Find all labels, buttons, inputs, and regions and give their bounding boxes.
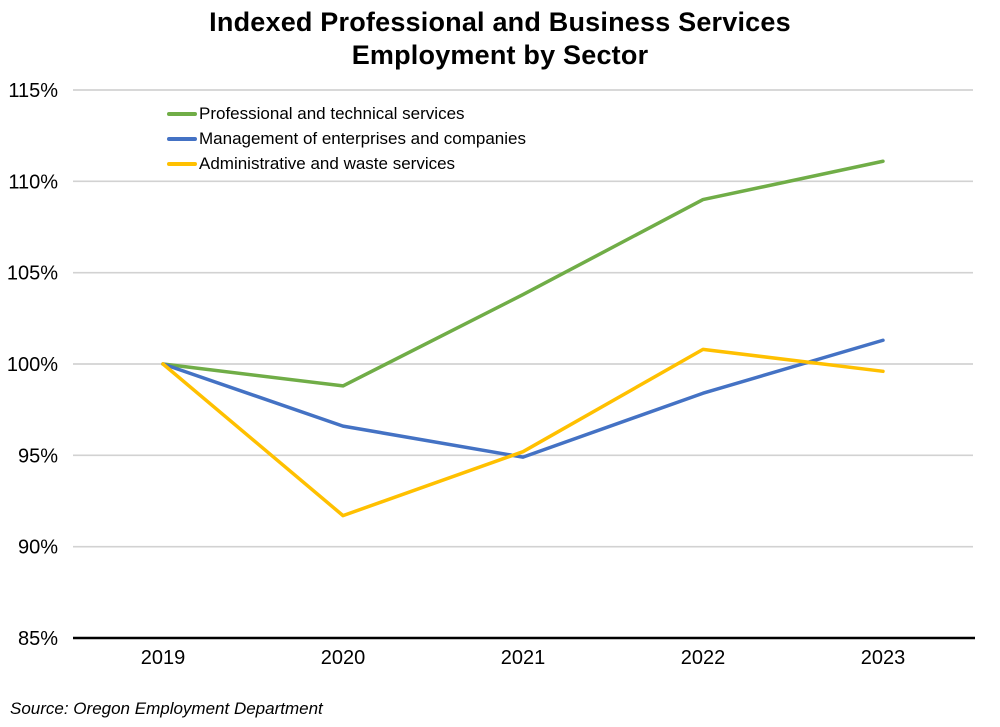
x-axis-label-2021: 2021 xyxy=(501,647,546,669)
chart-title-line1: Indexed Professional and Business Servic… xyxy=(209,7,791,37)
legend-item: Administrative and waste services xyxy=(167,151,526,176)
chart-title-line2: Employment by Sector xyxy=(351,40,649,70)
series-line-administrative-and-waste-services xyxy=(161,347,885,518)
legend-label: Administrative and waste services xyxy=(199,153,456,173)
legend-label: Management of enterprises and companies xyxy=(199,128,526,148)
legend-item: Management of enterprises and companies xyxy=(167,126,526,151)
legend-label: Professional and technical services xyxy=(199,103,465,123)
y-axis-label-90: 90% xyxy=(18,537,58,559)
series-line-professional-and-technical-services xyxy=(161,159,885,388)
y-axis-label-100: 100% xyxy=(7,354,58,376)
y-axis-label-95: 95% xyxy=(18,445,58,467)
legend-swatch-icon xyxy=(167,161,197,166)
y-axis-label-85: 85% xyxy=(18,628,58,650)
x-axis-label-2022: 2022 xyxy=(681,647,726,669)
chart-title: Indexed Professional and Business Servic… xyxy=(0,6,1000,72)
x-axis-label-2020: 2020 xyxy=(321,647,366,669)
y-axis-label-115: 115% xyxy=(8,80,58,102)
legend-swatch-icon xyxy=(167,111,197,116)
x-axis-label-2023: 2023 xyxy=(861,647,906,669)
source-note: Source: Oregon Employment Department xyxy=(10,699,323,718)
legend: Professional and technical services Manag… xyxy=(167,101,526,176)
x-axis-label-2019: 2019 xyxy=(141,647,186,669)
y-axis-label-110: 110% xyxy=(8,171,58,193)
legend-item: Professional and technical services xyxy=(167,101,526,126)
y-axis-label-105: 105% xyxy=(7,263,58,285)
legend-swatch-icon xyxy=(167,136,197,141)
series-line-management-of-enterprises-and-companies xyxy=(161,338,885,459)
